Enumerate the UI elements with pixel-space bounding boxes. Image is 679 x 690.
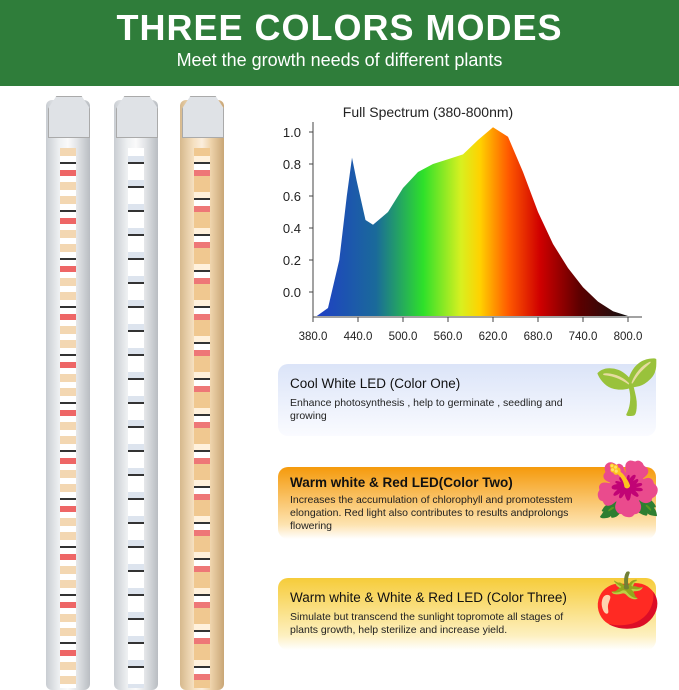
x-tick-label: 740.0 xyxy=(569,331,598,343)
mode-card: Cool White LED (Color One) Enhance photo… xyxy=(278,364,656,436)
mode-card: Warm white & Red LED(Color Two) Increase… xyxy=(278,467,656,539)
y-tick-label: 1.0 xyxy=(283,125,301,140)
led-row xyxy=(194,148,210,688)
x-tick-label: 620.0 xyxy=(479,331,508,343)
mode-title: Cool White LED (Color One) xyxy=(290,376,461,391)
y-tick-label: 0.0 xyxy=(283,285,301,300)
flower-pot-icon: 🌺 xyxy=(594,460,662,520)
x-tick-label: 500.0 xyxy=(389,331,418,343)
x-tick-label: 380.0 xyxy=(299,331,328,343)
x-tick-label: 560.0 xyxy=(434,331,463,343)
y-tick-label: 0.2 xyxy=(283,253,301,268)
spectrum-area xyxy=(316,127,628,316)
header-banner: THREE COLORS MODES Meet the growth needs… xyxy=(0,0,679,86)
led-strip-warm-white-red xyxy=(180,96,224,690)
seedling-icon: 🌱 xyxy=(594,357,662,417)
mode-description: Simulate but transcend the sunlight topr… xyxy=(290,611,564,636)
x-tick-label: 440.0 xyxy=(344,331,373,343)
led-row xyxy=(60,148,76,688)
mode-card: Warm white & White & Red LED (Color Thre… xyxy=(278,578,656,650)
page-title: THREE COLORS MODES xyxy=(116,7,563,48)
y-tick-label: 0.4 xyxy=(283,221,301,236)
led-row xyxy=(128,148,144,688)
y-tick-label: 0.8 xyxy=(283,157,301,172)
x-tick-label: 680.0 xyxy=(524,331,553,343)
strip-cap xyxy=(48,96,90,138)
led-strip-cool-white xyxy=(114,96,158,690)
led-strip-warm-red xyxy=(46,96,90,690)
strip-cap xyxy=(116,96,158,138)
mode-description: Enhance photosynthesis , help to germina… xyxy=(290,397,563,422)
y-tick-label: 0.6 xyxy=(283,189,301,204)
x-tick-label: 800.0 xyxy=(614,331,643,343)
page-subtitle: Meet the growth needs of different plant… xyxy=(176,50,503,70)
mode-description: Increases the accumulation of chlorophyl… xyxy=(290,494,573,532)
mode-title: Warm white & White & Red LED (Color Thre… xyxy=(290,590,567,605)
mode-title: Warm white & Red LED(Color Two) xyxy=(290,475,513,490)
strip-cap xyxy=(182,96,224,138)
tomato-plant-icon: 🍅 xyxy=(594,571,662,631)
chart-title: Full Spectrum (380-800nm) xyxy=(343,104,513,120)
